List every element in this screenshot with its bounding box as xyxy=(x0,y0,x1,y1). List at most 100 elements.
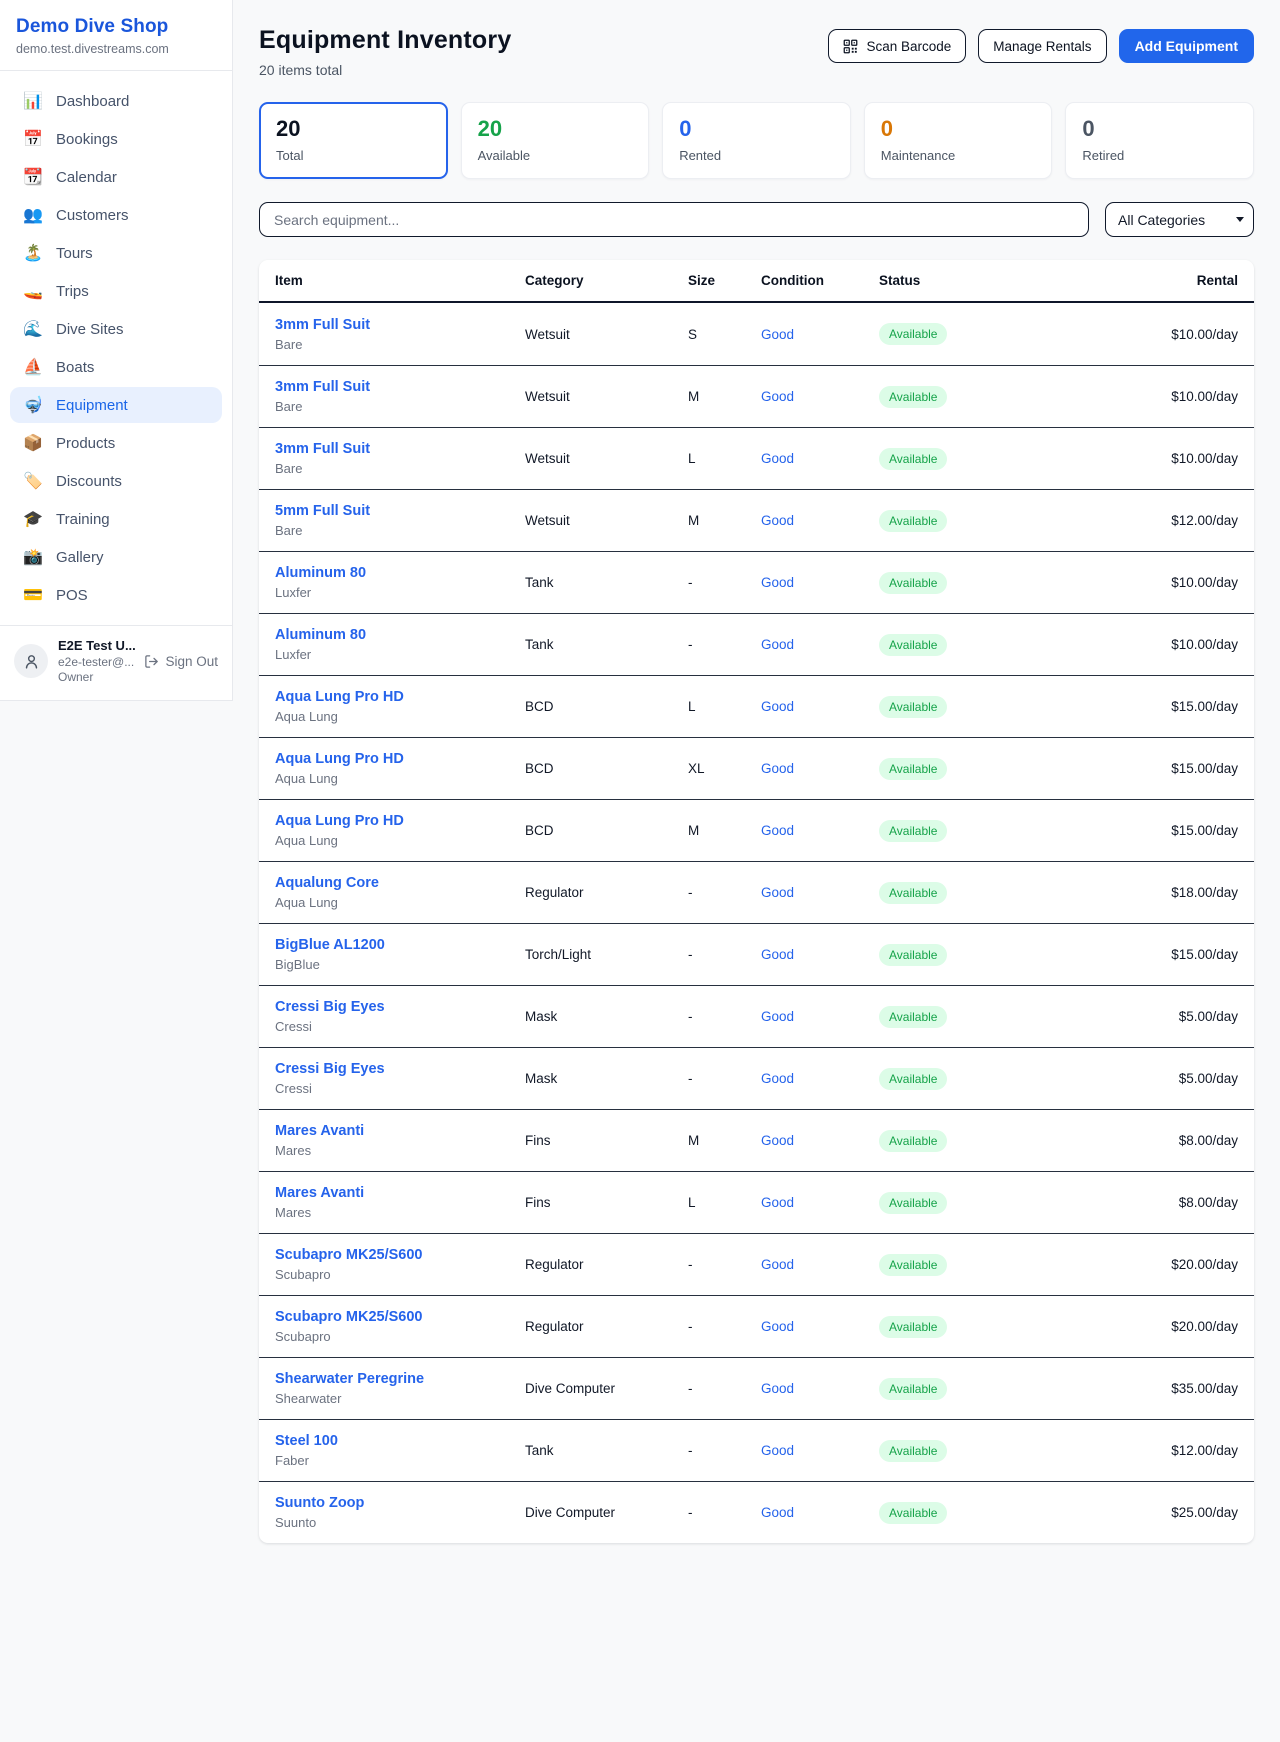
scan-barcode-button[interactable]: Scan Barcode xyxy=(828,29,967,63)
sidebar-item-pos[interactable]: 💳 POS xyxy=(23,586,88,605)
item-name-link[interactable]: Mares Avanti xyxy=(275,1185,365,1201)
stat-card-available[interactable]: 20 Available xyxy=(460,102,650,179)
item-brand: Faber xyxy=(275,1453,309,1468)
sidebar-item-products[interactable]: 📦 Products xyxy=(23,434,116,453)
sign-out-icon xyxy=(145,654,159,668)
item-rental: $35.00/day xyxy=(1171,1381,1238,1396)
item-name-link[interactable]: Cressi Big Eyes xyxy=(275,999,385,1015)
item-condition[interactable]: Good xyxy=(761,1443,795,1458)
sidebar-item-bookings[interactable]: 📅 Bookings xyxy=(23,130,118,149)
stat-card-maintenance[interactable]: 0 Maintenance xyxy=(863,102,1053,179)
item-condition[interactable]: Good xyxy=(761,513,795,528)
search-input[interactable] xyxy=(259,202,1089,237)
category-select[interactable]: All Categories xyxy=(1105,202,1254,237)
status-cell: Available xyxy=(879,509,1171,532)
calendar-page-icon: 📅 xyxy=(23,131,43,148)
equipment-table: Item Category Size Condition Status Rent… xyxy=(259,260,1254,1543)
stat-card-rented[interactable]: 0 Rented xyxy=(662,102,851,179)
item-condition[interactable]: Good xyxy=(761,575,795,590)
item-name-link[interactable]: 3mm Full Suit xyxy=(275,379,371,395)
item-condition[interactable]: Good xyxy=(761,451,795,466)
stat-card-total[interactable]: 20 Total xyxy=(259,102,448,179)
sidebar-item-dive-sites[interactable]: 🌊 Dive Sites xyxy=(23,320,124,339)
status-badge: Available xyxy=(879,509,948,532)
item-size: - xyxy=(688,575,693,590)
item-name-link[interactable]: Shearwater Peregrine xyxy=(275,1371,425,1387)
item-condition[interactable]: Good xyxy=(761,1071,795,1086)
status-cell: Available xyxy=(879,1253,1171,1276)
manage-rentals-button[interactable]: Manage Rentals xyxy=(978,29,1107,63)
status-cell: Available xyxy=(879,1005,1179,1028)
status-badge: Available xyxy=(879,385,948,408)
sidebar-item-training[interactable]: 🎓 Training xyxy=(23,510,110,529)
item-name-link[interactable]: 3mm Full Suit xyxy=(275,316,371,333)
item-name-link[interactable]: Aqua Lung Pro HD xyxy=(275,751,404,767)
sidebar-item-boats[interactable]: ⛵ Boats xyxy=(23,358,95,377)
manage-rentals-label: Manage Rentals xyxy=(993,38,1092,54)
item-name-link[interactable]: Aqualung Core xyxy=(275,875,379,891)
item-condition[interactable]: Good xyxy=(761,1195,795,1210)
item-condition[interactable]: Good xyxy=(761,1133,795,1148)
item-condition[interactable]: Good xyxy=(761,326,795,342)
item-name-link[interactable]: Aluminum 80 xyxy=(275,565,367,581)
sidebar-item-customers[interactable]: 👥 Customers xyxy=(23,206,129,225)
item-name-link[interactable]: Scubapro MK25/S600 xyxy=(275,1309,423,1325)
column-header-status: Status xyxy=(879,273,921,288)
item-cell: BigBlue AL1200 BigBlue xyxy=(275,937,525,972)
sidebar-item-calendar[interactable]: 📆 Calendar xyxy=(23,168,117,187)
item-name-link[interactable]: 3mm Full Suit xyxy=(275,441,371,457)
item-brand: Cressi xyxy=(275,1019,312,1034)
item-name-link[interactable]: Mares Avanti xyxy=(275,1123,365,1139)
stat-label: Total xyxy=(276,148,304,163)
column-header-size: Size xyxy=(688,273,716,288)
brand-domain: demo.test.divestreams.com xyxy=(16,42,169,56)
sidebar-item-discounts[interactable]: 🏷️ Discounts xyxy=(23,472,122,491)
item-name-link[interactable]: Aluminum 80 xyxy=(275,627,367,643)
table-row: 3mm Full Suit Bare Wetsuit S Good Availa… xyxy=(259,303,1254,365)
status-cell: Available xyxy=(879,1315,1171,1338)
item-condition[interactable]: Good xyxy=(761,1319,795,1334)
stat-label: Maintenance xyxy=(880,148,956,163)
table-row: Scubapro MK25/S600 Scubapro Regulator - … xyxy=(259,1233,1254,1295)
item-condition[interactable]: Good xyxy=(761,1381,795,1396)
person-icon xyxy=(25,654,37,669)
item-category: Tank xyxy=(525,1443,554,1458)
item-name-link[interactable]: 5mm Full Suit xyxy=(275,503,371,519)
item-condition[interactable]: Good xyxy=(761,637,795,652)
item-name-link[interactable]: Aqua Lung Pro HD xyxy=(275,813,404,829)
item-condition[interactable]: Good xyxy=(761,699,795,714)
sidebar-item-dashboard[interactable]: 📊 Dashboard xyxy=(23,92,130,111)
item-name-link[interactable]: BigBlue AL1200 xyxy=(275,937,385,953)
item-condition[interactable]: Good xyxy=(761,1505,795,1520)
item-brand: Aqua Lung xyxy=(275,833,338,848)
item-condition[interactable]: Good xyxy=(761,947,795,962)
add-equipment-button[interactable]: Add Equipment xyxy=(1118,29,1254,63)
sidebar-item-tours[interactable]: 🏝️ Tours xyxy=(23,244,93,263)
item-condition[interactable]: Good xyxy=(761,1257,795,1272)
stat-card-retired[interactable]: 0 Retired xyxy=(1065,102,1254,179)
sign-out-button[interactable]: Sign Out xyxy=(144,654,218,669)
status-cell: Available xyxy=(879,881,1171,904)
item-name-link[interactable]: Steel 100 xyxy=(275,1433,338,1449)
sidebar-item-trips[interactable]: 🚤 Trips xyxy=(23,282,89,301)
item-name-link[interactable]: Aqua Lung Pro HD xyxy=(275,689,404,705)
item-brand: Luxfer xyxy=(275,647,312,662)
item-condition[interactable]: Good xyxy=(761,885,795,900)
sidebar-item-equipment[interactable]: 🤿 Equipment xyxy=(10,387,222,423)
item-rental: $5.00/day xyxy=(1178,1071,1238,1086)
item-name-link[interactable]: Suunto Zoop xyxy=(275,1495,365,1511)
item-condition[interactable]: Good xyxy=(761,823,795,838)
item-condition[interactable]: Good xyxy=(761,389,795,404)
item-name-link[interactable]: Cressi Big Eyes xyxy=(275,1061,385,1077)
stat-cards: 20 Total 20 Available 0 Rented 0 Mainten… xyxy=(259,102,1254,179)
item-size: - xyxy=(688,947,693,962)
item-category: Torch/Light xyxy=(525,947,592,962)
item-condition[interactable]: Good xyxy=(761,761,795,776)
item-name-link[interactable]: Scubapro MK25/S600 xyxy=(275,1247,423,1263)
status-cell: Available xyxy=(879,1439,1171,1462)
item-condition[interactable]: Good xyxy=(761,1009,795,1024)
sidebar-item-gallery[interactable]: 📸 Gallery xyxy=(23,548,104,567)
header-actions: Scan Barcode Manage Rentals Add Equipmen… xyxy=(828,29,1254,63)
item-size: - xyxy=(688,885,693,900)
avatar xyxy=(14,644,48,678)
